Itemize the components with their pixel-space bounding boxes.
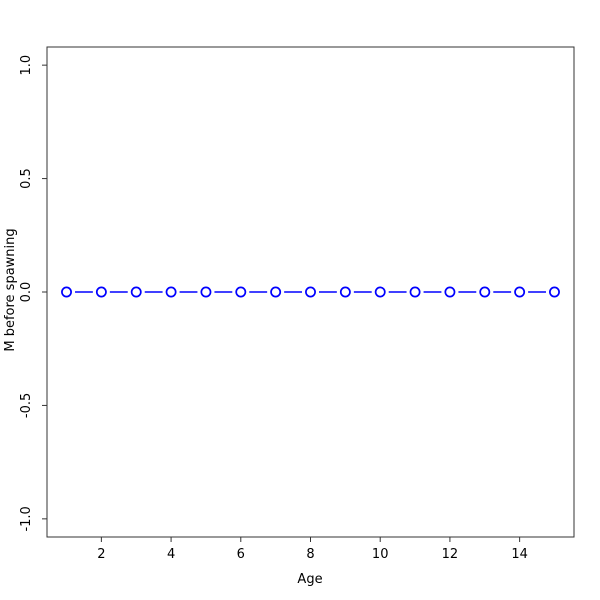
y-tick-label: -0.5: [19, 393, 34, 418]
y-axis-label: M before spawning: [3, 228, 18, 351]
data-point: [409, 286, 421, 298]
data-point: [165, 286, 177, 298]
x-tick-label: 8: [306, 547, 314, 562]
axis-ticks: [42, 64, 521, 542]
x-tick-label: 6: [237, 547, 245, 562]
axis-tick-labels: 2 4 6 8 10 12 14 -1.0 -0.5 0.0 0.5 1.0: [19, 55, 528, 562]
data-point: [444, 286, 456, 298]
data-point: [200, 286, 212, 298]
x-tick-label: 10: [372, 547, 389, 562]
x-axis-label: Age: [297, 572, 322, 587]
x-tick-label: 4: [167, 547, 175, 562]
y-tick-label: 0.5: [19, 168, 34, 189]
data-point: [235, 286, 247, 298]
data-point: [479, 286, 491, 298]
data-point: [130, 286, 142, 298]
data-point: [339, 286, 351, 298]
y-tick-label: 1.0: [19, 55, 34, 76]
y-tick-label: 0.0: [19, 282, 34, 303]
data-point: [514, 286, 526, 298]
data-point: [270, 286, 282, 298]
data-point: [61, 286, 72, 298]
y-tick-label: -1.0: [19, 506, 34, 531]
x-tick-label: 2: [97, 547, 105, 562]
data-point: [549, 286, 560, 298]
data-point: [374, 286, 386, 298]
x-tick-label: 14: [511, 547, 528, 562]
data-point: [95, 286, 107, 298]
x-tick-label: 12: [442, 547, 459, 562]
data-point: [305, 286, 316, 298]
data-series: [61, 286, 560, 298]
